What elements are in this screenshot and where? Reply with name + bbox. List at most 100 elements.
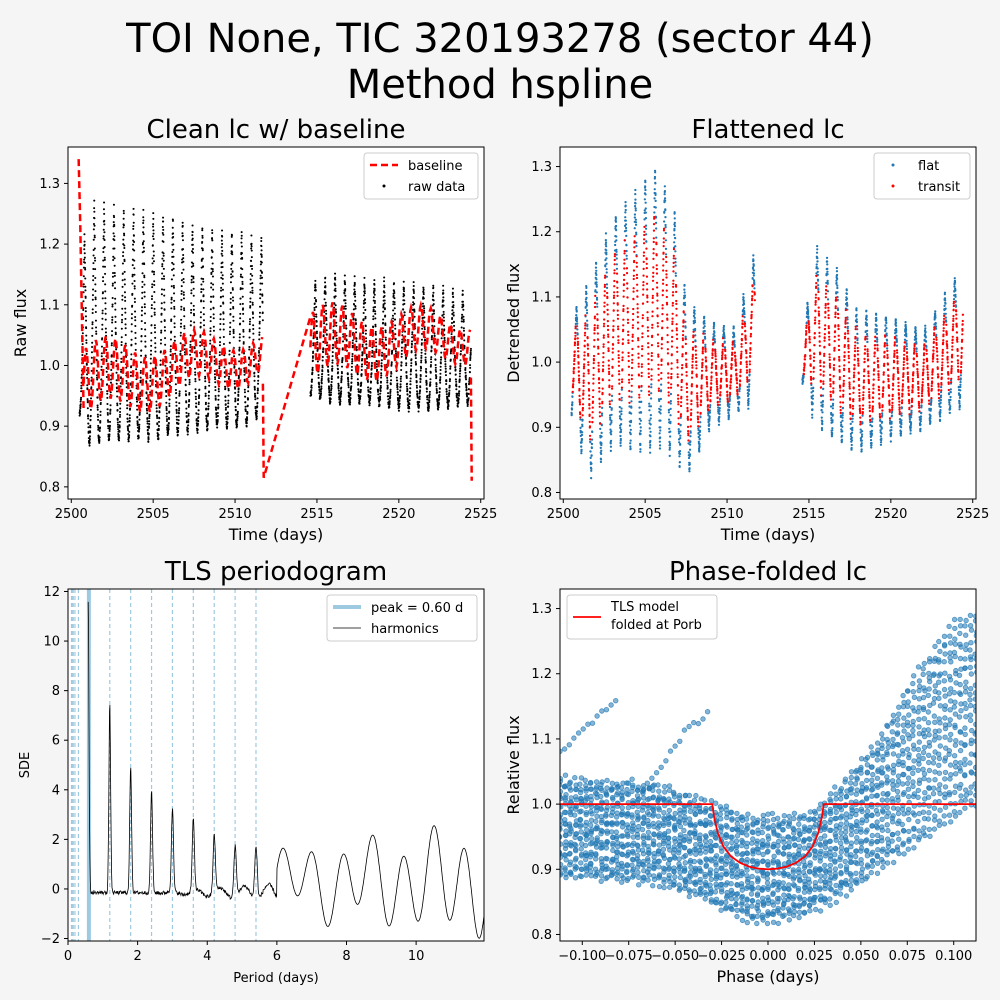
- x-tick-label: 0.050: [842, 949, 879, 964]
- legend-model-label-line2: folded at Porb: [611, 618, 702, 633]
- y-tick-label: 1.2: [39, 238, 60, 253]
- y-tick-label: 0.9: [531, 421, 552, 436]
- y-tick-label: 4: [52, 783, 60, 798]
- x-tick-label: 0.000: [749, 949, 786, 964]
- x-tick-label: 2500: [547, 507, 580, 522]
- legend-raw-swatch: [382, 184, 386, 188]
- legend-harmonics-label: harmonics: [371, 622, 439, 637]
- tls-model-line: [560, 803, 976, 871]
- legend-baseline-label: baseline: [408, 159, 462, 174]
- x-tick-label: 2: [133, 949, 141, 964]
- y-tick-label: 1.3: [39, 177, 60, 192]
- y-axis-label: SDE: [18, 752, 33, 778]
- y-tick-label: 0.8: [39, 480, 60, 495]
- x-tick-label: 2500: [55, 507, 88, 522]
- axes-frame: [559, 588, 977, 942]
- plot-content: [570, 169, 965, 480]
- legend: TLS model folded at Porb: [566, 594, 718, 640]
- y-tick-label: 1.1: [39, 298, 60, 313]
- plot-area: [560, 147, 976, 499]
- baseline-line: [82, 324, 264, 413]
- figure-title-line2: Method hspline: [347, 62, 654, 108]
- x-tick-label: −0.075: [605, 949, 653, 964]
- axes-frame: [67, 146, 485, 500]
- y-tick-label: 12: [43, 585, 60, 600]
- plot-area: [68, 147, 484, 499]
- y-tick-label: 0: [52, 882, 60, 897]
- y-tick-label: 0.9: [39, 420, 60, 435]
- y-tick-label: 0.8: [531, 928, 552, 943]
- x-tick-label: 2510: [711, 507, 744, 522]
- x-tick-label: 0.025: [796, 949, 833, 964]
- legend-box: [566, 594, 718, 640]
- panel-tls-periodogram: TLS periodogram 0 2 4 6 8 10 −2 0 2 4 6 8 10 12 Period …: [18, 557, 485, 986]
- y-tick-label: 8: [52, 684, 60, 699]
- legend: baseline raw data: [363, 152, 479, 200]
- axes-frame: [67, 588, 485, 942]
- x-tick-label: 2505: [137, 507, 170, 522]
- y-tick-label: −2: [41, 932, 60, 947]
- legend-model-label-line1: TLS model: [610, 600, 679, 615]
- legend-box: [326, 594, 478, 642]
- legend-transit-label: transit: [918, 180, 960, 195]
- legend-box: [873, 152, 971, 200]
- x-tick-label: −0.025: [698, 949, 746, 964]
- legend-peak-label: peak = 0.60 d: [371, 601, 463, 616]
- x-tick-label: 2515: [300, 507, 333, 522]
- axes-frame: [559, 146, 977, 500]
- plot-content: [560, 612, 976, 927]
- chart-title: Phase-folded lc: [669, 557, 867, 587]
- panel-phase-folded: Phase-folded lc−0.100−0.075−0.050−0.025 0…: [504, 557, 977, 986]
- raw-data-points: [78, 199, 264, 447]
- chart-title: Clean lc w/ baseline: [146, 115, 405, 145]
- periodogram-line: [87, 601, 484, 939]
- y-axis-label: Relative flux: [504, 715, 523, 814]
- x-axis-label: Time (days): [720, 525, 816, 544]
- transit-points: [571, 215, 756, 442]
- x-tick-label: 8: [342, 949, 350, 964]
- baseline-line: [309, 300, 472, 382]
- y-axis-label: Raw flux: [11, 289, 30, 357]
- x-tick-label: 0.075: [889, 949, 926, 964]
- x-tick-label: 0: [64, 949, 72, 964]
- y-tick-label: 1.3: [531, 160, 552, 175]
- transit-points: [802, 274, 965, 426]
- y-axis-label: Detrended flux: [504, 263, 523, 383]
- panel-flattened-lc: Flattened lc 2500 2505 2510 2515 2520 2525 0.8 0…: [504, 115, 989, 544]
- legend: flat transit: [873, 152, 971, 200]
- legend-transit-swatch: [891, 184, 895, 188]
- x-tick-label: 10: [408, 949, 425, 964]
- x-axis-label: Time (days): [228, 525, 324, 544]
- y-tick-label: 10: [43, 635, 60, 650]
- legend-flat-swatch: [891, 163, 895, 167]
- x-tick-label: 2505: [629, 507, 662, 522]
- x-tick-label: 6: [273, 949, 281, 964]
- chart-title: Flattened lc: [691, 115, 844, 145]
- x-tick-label: 2525: [464, 507, 497, 522]
- x-tick-label: 2525: [956, 507, 989, 522]
- x-tick-label: 2510: [219, 507, 252, 522]
- x-tick-label: −0.100: [558, 949, 606, 964]
- x-axis-label: Phase (days): [716, 967, 819, 986]
- y-tick-label: 1.0: [39, 359, 60, 374]
- plot-content: [70, 589, 484, 941]
- y-tick-label: 1.0: [531, 356, 552, 371]
- flat-points: [801, 245, 962, 453]
- y-tick-label: 1.2: [531, 667, 552, 682]
- plot-area: [68, 589, 484, 941]
- y-tick-label: 0.8: [531, 486, 552, 501]
- y-tick-label: 1.0: [531, 798, 552, 813]
- baseline-start: [77, 159, 85, 408]
- x-tick-label: −0.050: [651, 949, 699, 964]
- legend: peak = 0.60 d harmonics: [326, 594, 478, 642]
- y-tick-label: 6: [52, 734, 60, 749]
- baseline-end: [469, 377, 473, 481]
- figure-title-line1: TOI None, TIC 320193278 (sector 44): [125, 16, 874, 62]
- x-tick-label: 0.100: [935, 949, 972, 964]
- plot-content: [77, 159, 473, 481]
- panel-clean-lc: Clean lc w/ baseline 2500 2505 2510 2515 2520…: [11, 115, 497, 544]
- x-tick-label: 2520: [874, 507, 907, 522]
- legend-flat-label: flat: [918, 159, 939, 174]
- y-tick-label: 0.9: [531, 863, 552, 878]
- x-tick-label: 2515: [792, 507, 825, 522]
